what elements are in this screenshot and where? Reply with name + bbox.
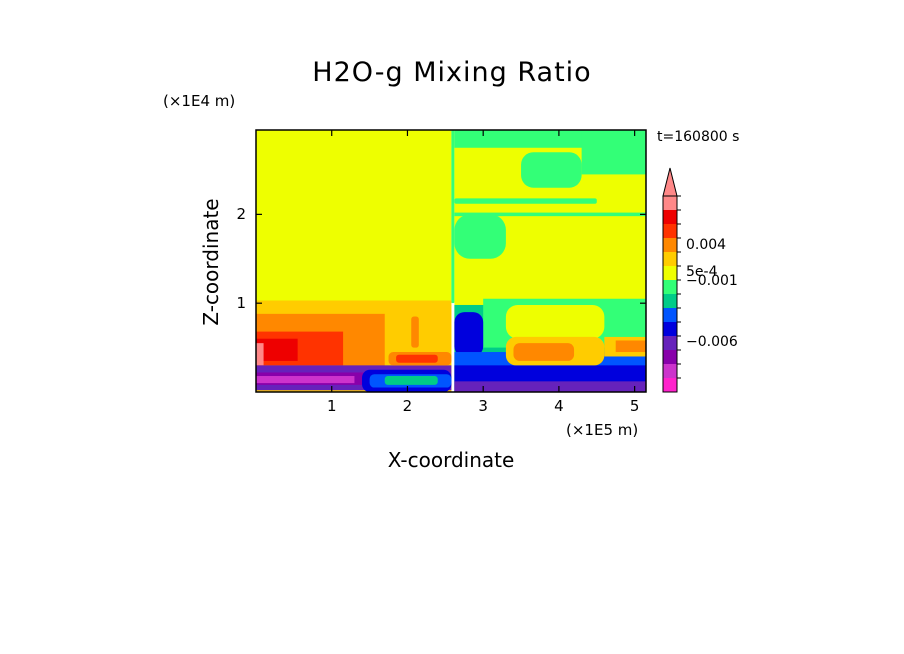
x-tick-label: 4 [554, 397, 564, 415]
contour-region-22 [454, 198, 597, 204]
contour-region-34 [615, 340, 646, 353]
contour-region-19 [521, 152, 582, 188]
contour-region-21 [454, 212, 646, 217]
x-tick-label: 3 [478, 397, 488, 415]
colorbar-swatch [663, 294, 677, 308]
colorbar-swatch [663, 322, 677, 336]
colorbar-swatch [663, 224, 677, 238]
plot-frame [255, 129, 647, 393]
axis-ticks [256, 130, 646, 392]
contour-region-14 [396, 354, 438, 363]
contour-region-1 [451, 130, 455, 304]
x-tick-label: 1 [326, 397, 337, 415]
contour-region-12 [384, 376, 438, 385]
y-scale-label: (×1E4 m) [163, 92, 236, 110]
contour-region-23 [454, 214, 506, 259]
colorbar-label: 5e-4 [686, 263, 718, 280]
contour-region-30 [454, 381, 646, 392]
colorbar-label: 0.004 [686, 237, 727, 253]
x-tick-label: 2 [402, 397, 413, 415]
colorbar-swatch [663, 364, 677, 378]
y-tick-label: 2 [236, 205, 246, 224]
y-tick-label: 1 [236, 294, 246, 313]
colorbar-swatch [663, 238, 677, 252]
time-label: t=160800 s [657, 129, 740, 145]
colorbar-swatch [663, 350, 677, 364]
x-axis-label: X-coordinate [387, 448, 515, 472]
colorbar-swatch [663, 336, 677, 350]
colorbar-arrow [662, 167, 678, 197]
contour-region-32 [513, 343, 575, 361]
contour-region-16 [411, 316, 419, 348]
colorbar-swatch [663, 378, 677, 392]
colorbar-label: −0.001 [686, 273, 738, 290]
colorbar [662, 167, 681, 393]
contour-field [256, 130, 646, 392]
x-scale-label: (×1E5 m) [566, 421, 639, 439]
colorbar-label: −0.006 [686, 333, 738, 350]
colorbar-swatch [663, 266, 677, 280]
contour-region-26 [505, 304, 605, 339]
contour-region-5 [256, 338, 298, 361]
contour-region-6 [256, 343, 264, 366]
colorbar-swatch [663, 308, 677, 322]
colorbar-swatch [663, 210, 677, 224]
colorbar-swatch [663, 252, 677, 266]
x-tick-label: 5 [629, 397, 640, 415]
contour-region-9 [256, 376, 355, 384]
colorbar-swatch [663, 196, 677, 210]
colorbar-frame [662, 195, 678, 393]
chart-title: H2O-g Mixing Ratio [312, 57, 592, 88]
colorbar-swatch [663, 280, 677, 294]
contour-region-27 [454, 312, 484, 357]
contour-region-20 [581, 130, 646, 175]
